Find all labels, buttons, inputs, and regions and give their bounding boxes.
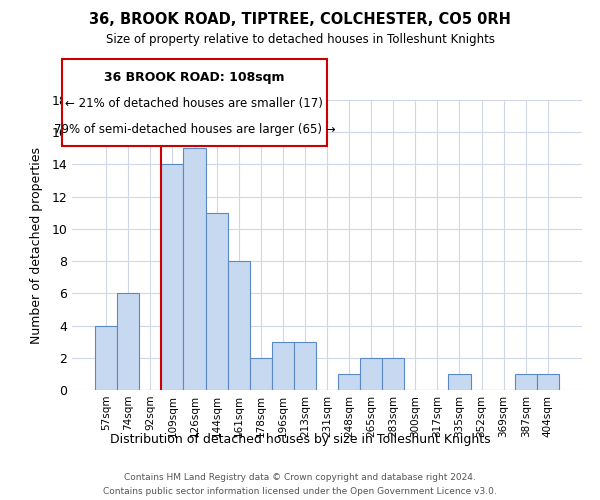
Bar [206, 213, 227, 390]
Bar [227, 261, 250, 390]
Bar [161, 164, 184, 390]
Text: Contains HM Land Registry data © Crown copyright and database right 2024.: Contains HM Land Registry data © Crown c… [124, 472, 476, 482]
Text: Size of property relative to detached houses in Tolleshunt Knights: Size of property relative to detached ho… [106, 32, 494, 46]
Bar [184, 148, 206, 390]
Text: 36, BROOK ROAD, TIPTREE, COLCHESTER, CO5 0RH: 36, BROOK ROAD, TIPTREE, COLCHESTER, CO5… [89, 12, 511, 28]
Bar [294, 342, 316, 390]
Bar [537, 374, 559, 390]
FancyBboxPatch shape [62, 60, 327, 146]
Bar [272, 342, 294, 390]
Text: Contains public sector information licensed under the Open Government Licence v3: Contains public sector information licen… [103, 488, 497, 496]
Text: 36 BROOK ROAD: 108sqm: 36 BROOK ROAD: 108sqm [104, 71, 284, 84]
Bar [382, 358, 404, 390]
Bar [117, 294, 139, 390]
Y-axis label: Number of detached properties: Number of detached properties [30, 146, 43, 344]
Text: 79% of semi-detached houses are larger (65) →: 79% of semi-detached houses are larger (… [53, 123, 335, 136]
Bar [448, 374, 470, 390]
Bar [95, 326, 117, 390]
Bar [338, 374, 360, 390]
Bar [515, 374, 537, 390]
Text: ← 21% of detached houses are smaller (17): ← 21% of detached houses are smaller (17… [65, 97, 323, 110]
Text: Distribution of detached houses by size in Tolleshunt Knights: Distribution of detached houses by size … [110, 432, 490, 446]
Bar [360, 358, 382, 390]
Bar [250, 358, 272, 390]
